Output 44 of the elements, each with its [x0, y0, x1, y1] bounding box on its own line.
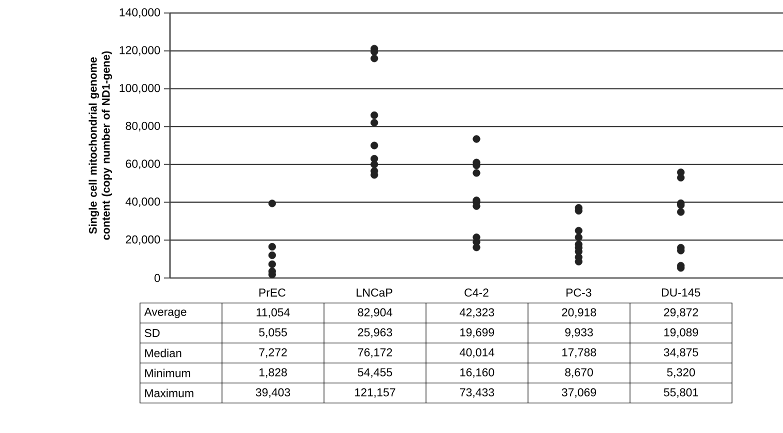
x-tick-label: PrEC: [259, 288, 286, 297]
y-tick-label: 0: [154, 274, 160, 282]
text: 25,963: [358, 328, 392, 338]
text: 19,699: [460, 328, 494, 338]
y-axis-title: Single cell mitochondrial genome content (copy number of ND1-gene): [88, 51, 112, 240]
text: SD: [144, 328, 160, 338]
text: 1,828: [259, 368, 287, 378]
text: 42,323: [460, 308, 494, 318]
text: 121,157: [355, 388, 396, 398]
y-tick-label: 40,000: [126, 198, 160, 208]
text: 9,933: [565, 328, 593, 338]
text: Average: [144, 308, 186, 318]
y-tick-label: 80,000: [126, 122, 160, 132]
x-tick-label: LNCaP: [356, 288, 392, 297]
text: 5,320: [667, 368, 695, 378]
y-tick-label: 60,000: [126, 160, 160, 170]
text: 7,272: [259, 348, 287, 358]
text: 17,788: [562, 348, 596, 358]
text: 19,089: [664, 328, 698, 338]
y-tick-label: 140,000: [120, 8, 160, 18]
text: 54,455: [358, 368, 392, 378]
text: 16,160: [460, 368, 494, 378]
text: 11,054: [256, 308, 290, 318]
text: 73,433: [460, 388, 494, 398]
text: 76,172: [358, 348, 392, 358]
y-tick-label: 100,000: [120, 84, 160, 94]
text: 8,670: [565, 368, 593, 378]
text: 34,875: [664, 348, 698, 358]
x-tick-label: PC-3: [566, 288, 592, 297]
text: 39,403: [256, 388, 290, 398]
x-tick-label: C4-2: [464, 288, 488, 297]
x-tick-label: DU-145: [662, 288, 700, 297]
y-tick-label: 120,000: [120, 46, 160, 56]
text: 29,872: [664, 308, 698, 318]
text: Maximum: [145, 388, 194, 398]
text: 40,014: [460, 348, 494, 358]
y-tick-label: 20,000: [126, 235, 160, 245]
text: 55,801: [664, 388, 698, 398]
text: 37,069: [562, 388, 596, 398]
text: 82,904: [358, 308, 392, 318]
text: Median: [145, 348, 182, 358]
text: 20,918: [562, 308, 596, 318]
text: 5,055: [259, 328, 287, 338]
text: Minimum: [145, 368, 190, 378]
